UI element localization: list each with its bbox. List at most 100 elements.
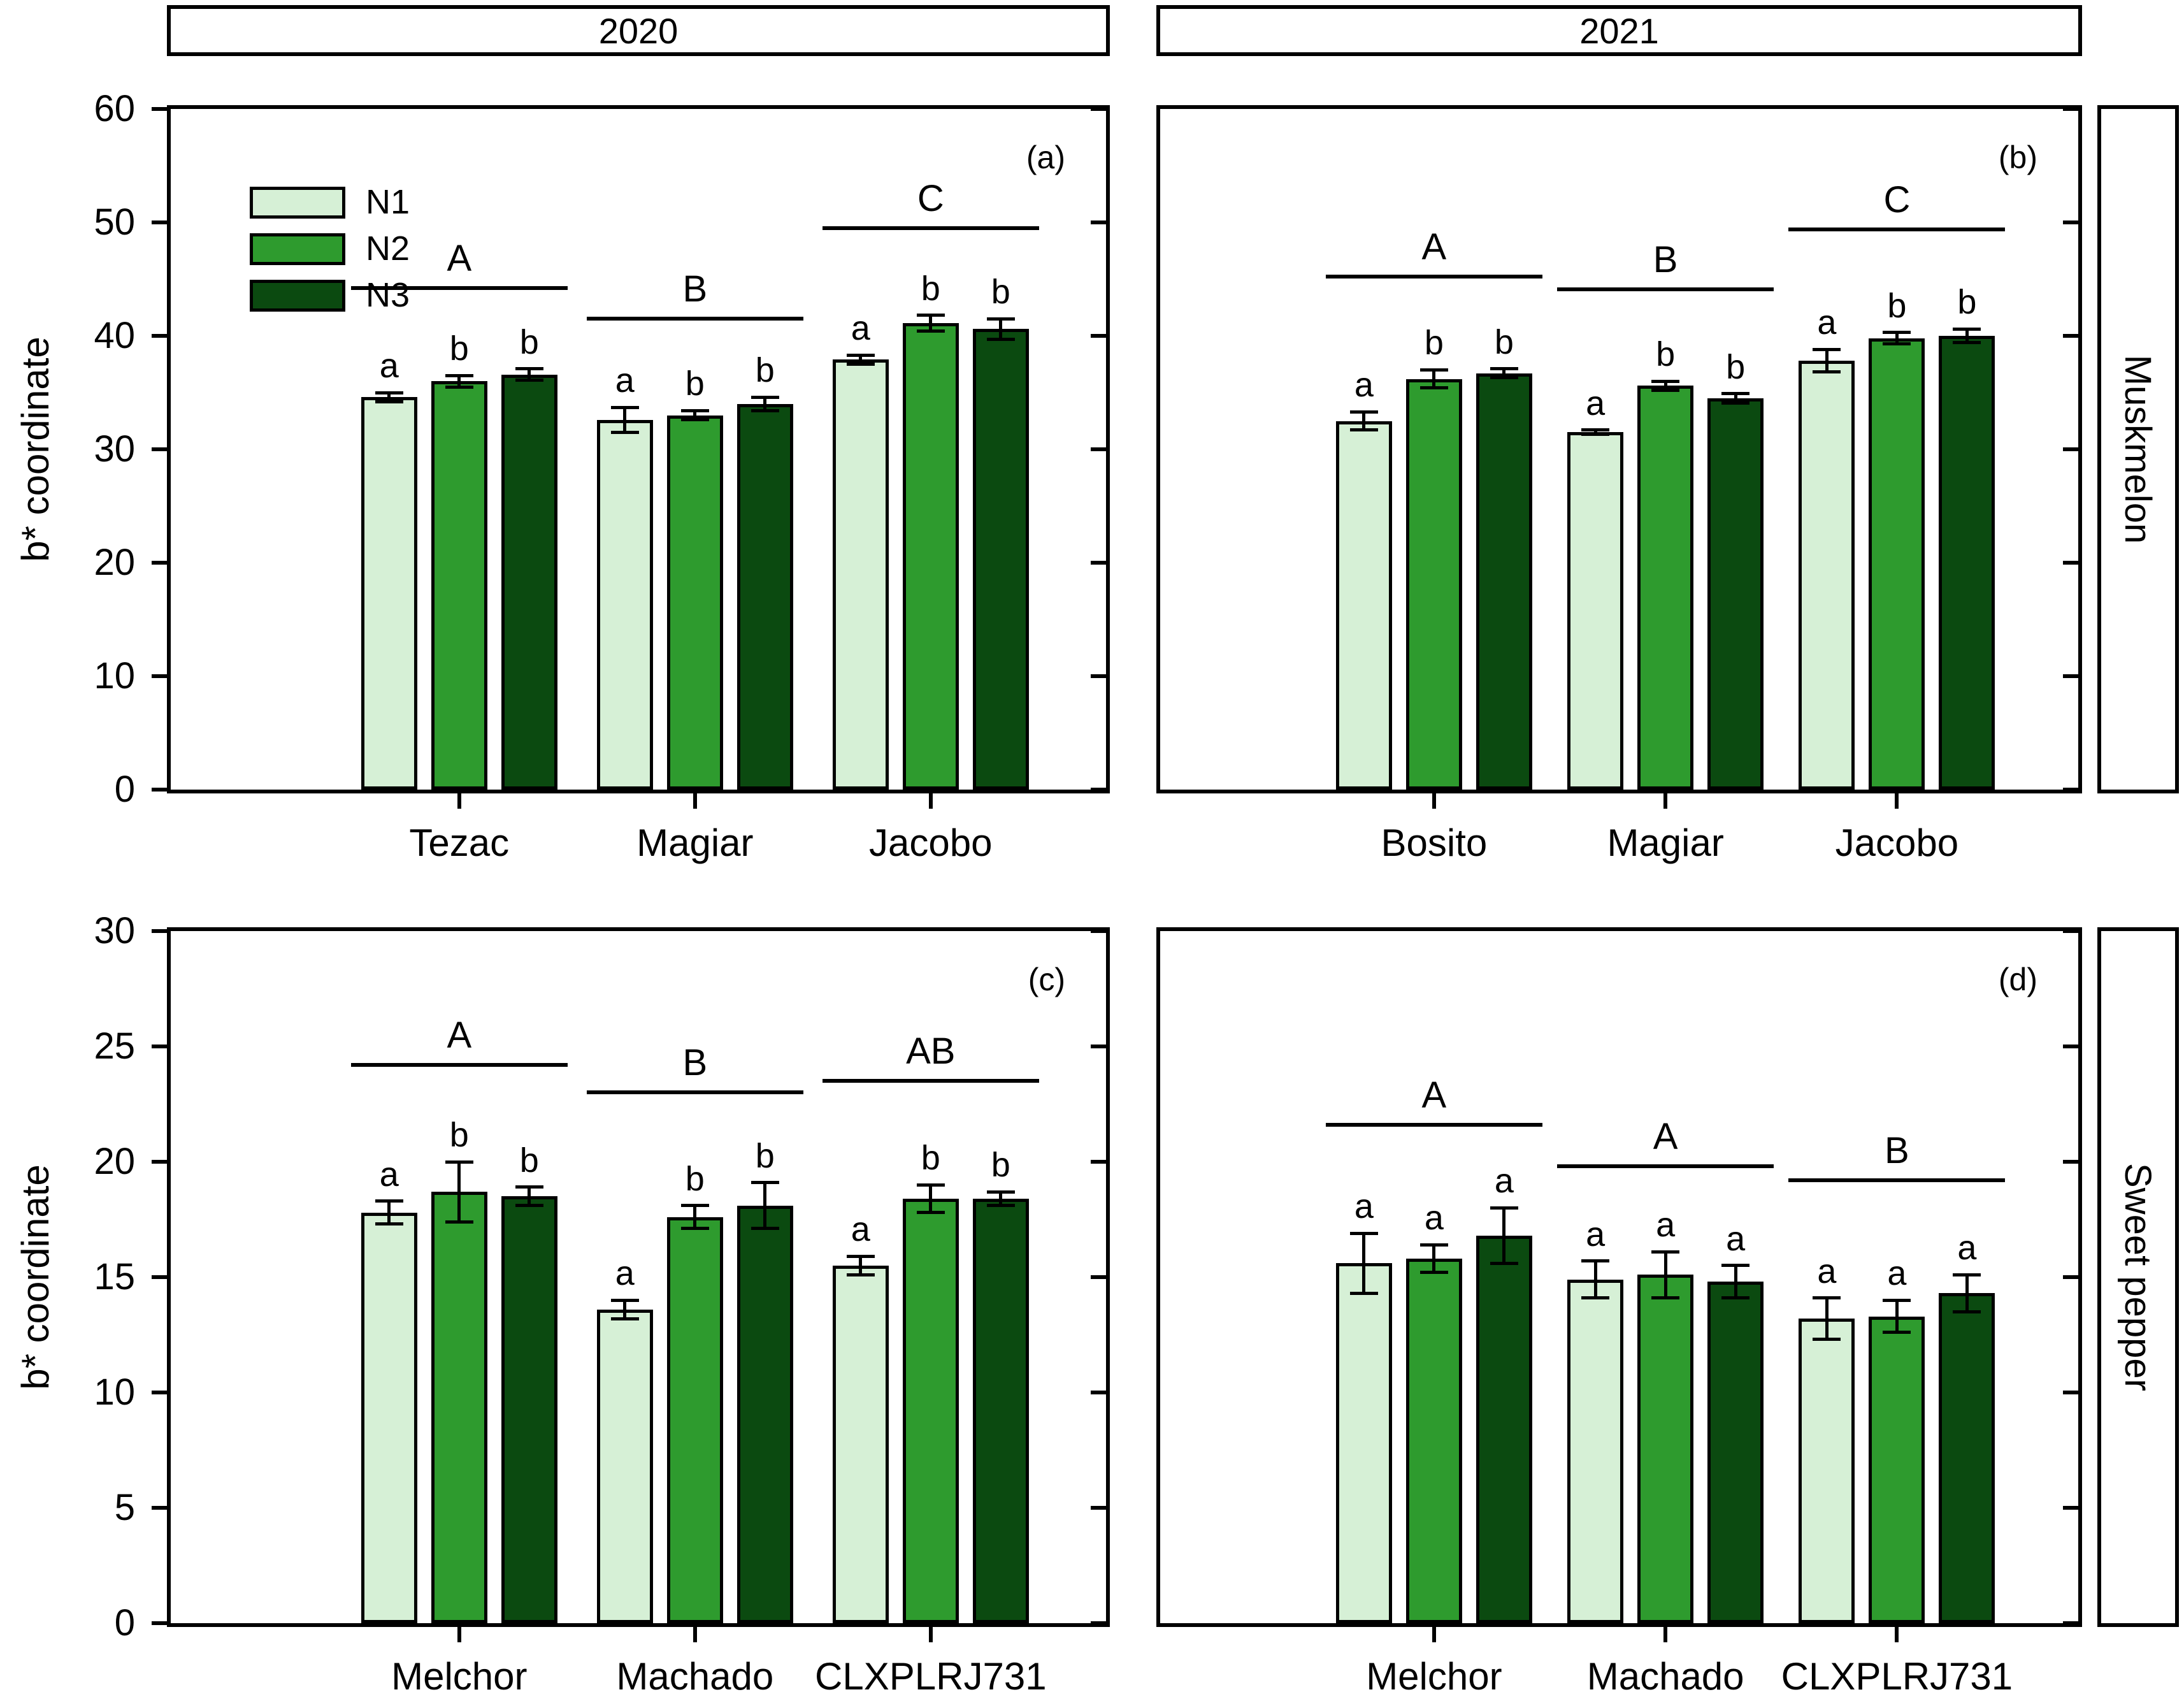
legend-swatch-N1 <box>250 187 345 219</box>
x-axis-tick <box>1432 1627 1436 1642</box>
error-bar-line <box>859 1256 863 1275</box>
bar-sig-letter: b <box>1424 324 1444 363</box>
error-bar-cap-top <box>445 1160 473 1164</box>
bar-sig-letter: b <box>755 1136 775 1175</box>
y-axis-tick-label: 0 <box>114 769 135 810</box>
error-bar-line <box>1432 1245 1436 1273</box>
error-bar-line <box>1734 1265 1737 1298</box>
error-bar-cap-bottom <box>986 1204 1015 1208</box>
y-axis-tick-mirror <box>1091 447 1106 451</box>
sig-group-line <box>1788 1178 2006 1182</box>
bar-N3 <box>1939 336 1995 790</box>
y-axis-tick-mirror <box>1091 561 1106 565</box>
row-label-box-muskmelon <box>2097 105 2179 793</box>
bar-N2 <box>1405 379 1462 790</box>
error-bar-line <box>623 1300 627 1319</box>
error-bar-cap-top <box>1419 1243 1448 1247</box>
error-bar-cap-top <box>680 408 709 412</box>
sig-group-line <box>822 1079 1039 1083</box>
error-bar-cap-top <box>1349 410 1378 414</box>
column-header-2021-label: 2021 <box>1579 10 1659 51</box>
error-bar-line <box>1432 370 1436 388</box>
bar-N3 <box>1707 1282 1764 1623</box>
sig-group-letter: B <box>682 268 708 310</box>
bar-sig-letter: b <box>685 1159 705 1198</box>
sig-group-letter: A <box>447 1014 472 1056</box>
error-bar-cap-bottom <box>1581 433 1610 437</box>
bar-sig-letter: a <box>1726 1219 1746 1258</box>
bar-sig-letter: a <box>1817 1252 1837 1291</box>
bar-N3 <box>972 1198 1029 1623</box>
bar-sig-letter: a <box>1656 1206 1676 1245</box>
error-bar-cap-top <box>610 1298 639 1302</box>
bar-N3 <box>736 403 793 790</box>
error-bar-cap-top <box>1721 1264 1750 1268</box>
bar-N3 <box>1476 373 1532 790</box>
error-bar-line <box>528 368 531 380</box>
bar-sig-letter: a <box>1354 366 1374 405</box>
y-axis-tick-mirror <box>2063 334 2078 338</box>
sig-group-line <box>586 1090 803 1095</box>
y-axis-tick-mirror <box>1091 1160 1106 1164</box>
bar-N2 <box>1637 1275 1694 1623</box>
y-axis-tick-mirror <box>1091 107 1106 111</box>
y-axis-tick-label: 30 <box>94 428 135 470</box>
y-axis-tick-label: 50 <box>94 201 135 243</box>
x-axis-tick <box>693 1627 697 1642</box>
category-label: Melchor <box>391 1655 528 1698</box>
error-bar-line <box>457 1162 461 1222</box>
error-bar-cap-top <box>445 373 473 377</box>
category-label: Melchor <box>1366 1655 1502 1698</box>
error-bar-cap-bottom <box>1651 388 1680 392</box>
y-axis-tick-label: 40 <box>94 315 135 356</box>
error-bar-line <box>1502 368 1506 378</box>
category-label: Jacobo <box>869 821 993 864</box>
bar-N1 <box>1335 1263 1392 1623</box>
error-bar-cap-bottom <box>1490 376 1518 380</box>
y-axis-tick-label: 20 <box>94 1141 135 1182</box>
y-axis-tick <box>152 221 167 224</box>
error-bar-cap-top <box>986 317 1015 321</box>
error-bar-cap-bottom <box>1490 1261 1518 1265</box>
error-bar-line <box>693 410 697 420</box>
error-bar-cap-top <box>1721 392 1750 396</box>
bar-N1 <box>1799 1319 1855 1623</box>
error-bar-line <box>387 1201 391 1224</box>
bar-N2 <box>431 381 487 790</box>
bar-sig-letter: b <box>685 365 705 403</box>
panel-label: (c) <box>1028 962 1065 997</box>
error-bar-cap-bottom <box>846 363 875 366</box>
error-bar-cap-top <box>1349 1231 1378 1235</box>
y-axis-tick-label: 25 <box>94 1025 135 1067</box>
row-label-sweet-pepper: Sweet pepper <box>2117 1163 2159 1391</box>
y-axis-tick <box>152 1275 167 1279</box>
sig-group-letter: B <box>682 1042 708 1084</box>
row-label-muskmelon: Muskmelon <box>2117 354 2159 544</box>
x-axis-tick <box>928 793 933 809</box>
error-bar-cap-bottom <box>375 400 403 403</box>
y-axis-tick <box>152 1506 167 1510</box>
error-bar-line <box>1663 381 1667 391</box>
error-bar-cap-bottom <box>1721 401 1750 405</box>
error-bar-line <box>1825 349 1828 372</box>
error-bar-cap-bottom <box>846 1273 875 1276</box>
error-bar-cap-bottom <box>610 1317 639 1320</box>
error-bar-cap-bottom <box>751 1227 779 1231</box>
bar-sig-letter: a <box>379 347 399 385</box>
y-axis-tick-mirror <box>2063 107 2078 111</box>
y-axis-tick-mirror <box>2063 674 2078 678</box>
bar-N1 <box>1799 361 1855 790</box>
y-axis-tick <box>152 929 167 933</box>
bar-N1 <box>832 359 889 790</box>
error-bar-line <box>763 1182 767 1229</box>
bar-sig-letter: b <box>921 1139 940 1178</box>
bar-sig-letter: b <box>1957 283 1977 322</box>
bar-N2 <box>1405 1259 1462 1623</box>
bar-sig-letter: b <box>991 273 1010 312</box>
error-bar-cap-bottom <box>610 430 639 434</box>
legend-swatch-N2 <box>250 233 345 265</box>
bar-sig-letter: a <box>1354 1187 1374 1226</box>
error-bar-line <box>387 393 391 402</box>
error-bar-line <box>1825 1298 1828 1340</box>
error-bar-line <box>1895 1300 1899 1333</box>
